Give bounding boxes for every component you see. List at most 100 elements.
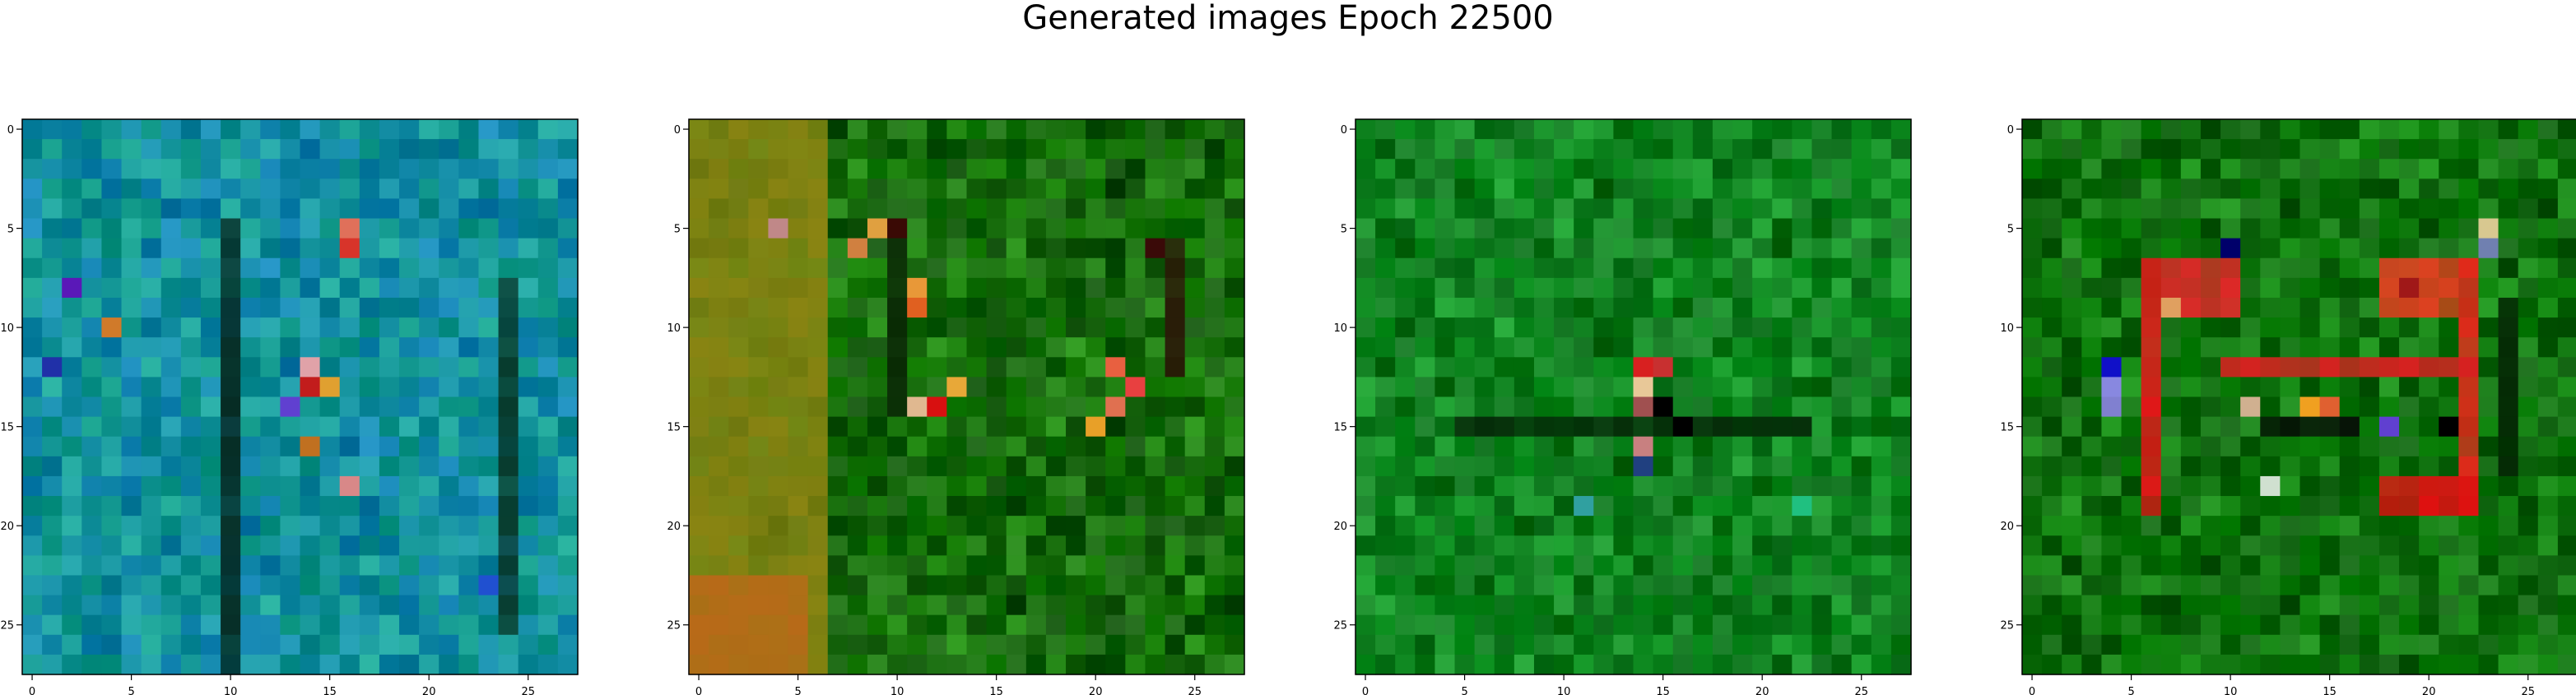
heatmap-cell xyxy=(689,159,709,179)
heatmap-cell xyxy=(1105,178,1126,200)
heatmap-cell xyxy=(2180,377,2202,398)
heatmap-cell xyxy=(2160,575,2182,596)
heatmap-cell xyxy=(1086,178,1106,200)
heatmap-cell xyxy=(788,357,809,378)
heatmap-cell xyxy=(160,277,182,299)
heatmap-cell xyxy=(827,277,849,299)
heatmap-cell xyxy=(1415,218,1436,239)
heatmap-cell xyxy=(260,416,281,438)
x-tick-label: 25 xyxy=(2521,686,2535,695)
heatmap-cell xyxy=(22,297,43,318)
heatmap-cell xyxy=(300,555,321,577)
heatmap-cell xyxy=(709,595,729,616)
heatmap-cell xyxy=(867,178,888,200)
heatmap-cell xyxy=(1514,119,1535,140)
heatmap-cell xyxy=(2200,595,2221,616)
heatmap-cell xyxy=(1454,654,1476,675)
heatmap-cell xyxy=(359,416,380,438)
heatmap-cell xyxy=(1045,535,1067,556)
heatmap-cell xyxy=(1125,456,1146,477)
heatmap-cell xyxy=(22,575,43,596)
heatmap-cell xyxy=(2101,634,2123,656)
heatmap-cell xyxy=(498,595,519,616)
heatmap-cell xyxy=(200,654,221,675)
heatmap-cell xyxy=(2081,436,2103,457)
heatmap-cell xyxy=(300,297,321,318)
heatmap-cell xyxy=(2042,159,2062,179)
heatmap-cell xyxy=(2359,198,2380,220)
heatmap-cell xyxy=(1494,456,1515,477)
heatmap-cell xyxy=(22,595,43,616)
heatmap-cell xyxy=(1145,317,1166,338)
heatmap-cell xyxy=(2458,436,2480,457)
heatmap-cell xyxy=(478,119,500,140)
heatmap-cell xyxy=(160,575,182,596)
heatmap-cell xyxy=(141,496,162,517)
heatmap-cell xyxy=(2160,317,2182,338)
heatmap-cell xyxy=(62,257,82,279)
heatmap-cell xyxy=(121,317,142,338)
heatmap-cell xyxy=(2359,139,2380,160)
heatmap-cell xyxy=(728,119,749,140)
heatmap-cell xyxy=(339,416,360,438)
heatmap-cell xyxy=(1375,178,1396,200)
heatmap-cell xyxy=(2042,238,2062,259)
subplot-4: 0 5 10 15 20 25 0 5 10 15 20 25 xyxy=(2000,0,2576,695)
heatmap-cell xyxy=(1355,317,1376,338)
heatmap-cell xyxy=(2498,357,2519,378)
heatmap-cell xyxy=(1434,139,1456,160)
heatmap-cell xyxy=(2022,436,2043,457)
y-tick-label: 20 xyxy=(0,521,14,533)
heatmap-cell xyxy=(1224,297,1245,318)
heatmap-cell xyxy=(419,456,439,477)
heatmap-cell xyxy=(1204,218,1225,239)
heatmap-cell xyxy=(1514,159,1535,179)
heatmap-cell xyxy=(557,277,579,299)
heatmap-cell xyxy=(200,178,221,200)
heatmap-cell xyxy=(1533,277,1555,299)
heatmap-cell xyxy=(379,297,400,318)
heatmap-cell xyxy=(141,198,162,220)
heatmap-cell xyxy=(2180,416,2202,438)
heatmap-cell xyxy=(2062,396,2082,418)
heatmap-cell xyxy=(141,475,162,497)
heatmap-cell xyxy=(81,297,103,318)
heatmap-cell xyxy=(180,555,202,577)
heatmap-cell xyxy=(2299,357,2321,378)
heatmap-cell xyxy=(221,337,241,358)
heatmap-cell xyxy=(2200,297,2221,318)
heatmap-cell xyxy=(2378,595,2400,616)
heatmap-cell xyxy=(1165,496,1186,517)
heatmap-cell xyxy=(1454,456,1476,477)
heatmap-cell xyxy=(439,337,459,358)
heatmap-cell xyxy=(946,337,968,358)
heatmap-cell xyxy=(2240,595,2261,616)
heatmap-cell xyxy=(1105,218,1126,239)
heatmap-cell xyxy=(2399,595,2420,616)
heatmap-cell xyxy=(1672,475,1694,497)
heatmap-cell xyxy=(2101,396,2123,418)
heatmap-cell xyxy=(1633,317,1654,338)
heatmap-cell xyxy=(2339,337,2360,358)
heatmap-cell xyxy=(2478,257,2499,279)
heatmap-cell xyxy=(728,297,749,318)
heatmap-cell xyxy=(2160,595,2182,616)
heatmap-cell xyxy=(2121,575,2142,596)
heatmap-cell xyxy=(62,396,82,418)
heatmap-cell xyxy=(1474,238,1495,259)
heatmap-cell xyxy=(986,337,1007,358)
heatmap-cell xyxy=(2141,614,2162,636)
heatmap-cell xyxy=(1105,456,1126,477)
heatmap-cell xyxy=(81,257,103,279)
heatmap-cell xyxy=(1811,575,1833,596)
heatmap-cell xyxy=(1851,595,1872,616)
heatmap-cell xyxy=(887,555,908,577)
heatmap-cell xyxy=(1415,119,1436,140)
heatmap-cell xyxy=(1145,396,1166,418)
heatmap-cell xyxy=(1633,218,1654,239)
heatmap-cell xyxy=(2081,535,2103,556)
heatmap-cell xyxy=(121,475,142,497)
heatmap-cell xyxy=(2478,436,2499,457)
heatmap-cell xyxy=(748,654,770,675)
heatmap-cell xyxy=(300,535,321,556)
